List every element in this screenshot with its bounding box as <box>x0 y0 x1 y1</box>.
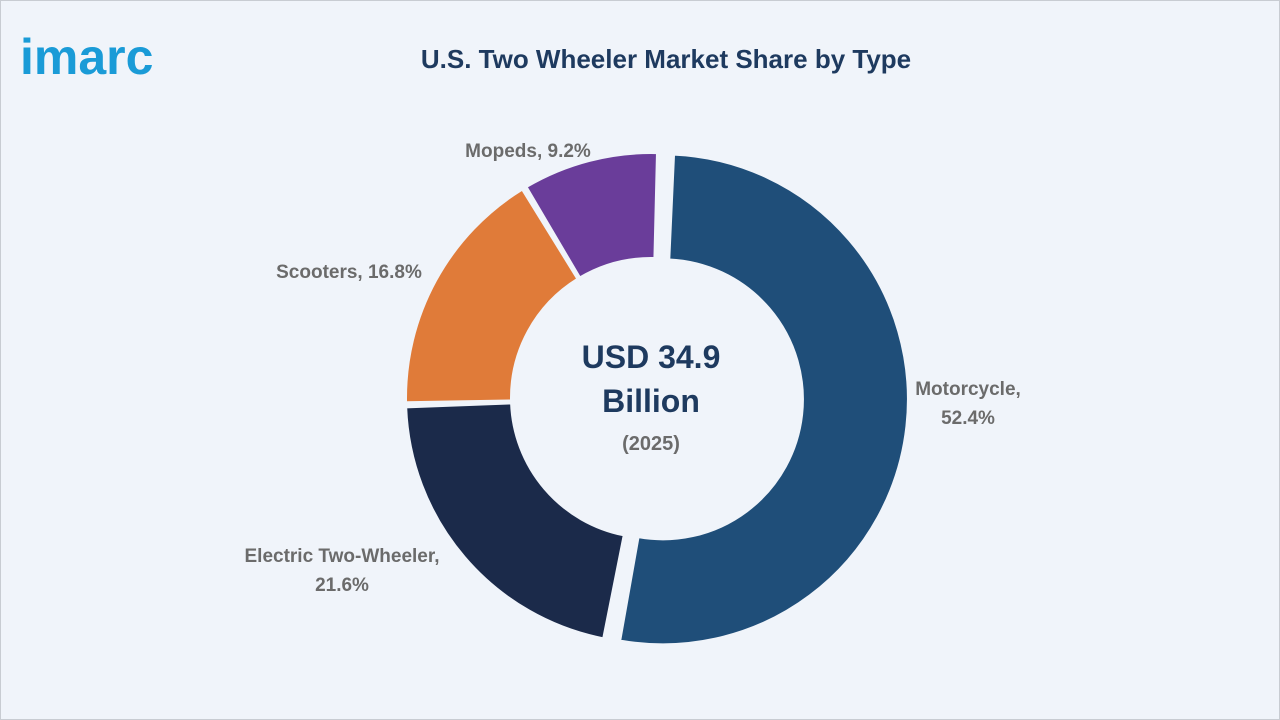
slice-mopeds <box>525 152 659 279</box>
slice-electric-two-wheeler <box>405 402 625 640</box>
imarc-logo: imarc <box>20 29 153 85</box>
label-electric-two-wheeler: Electric Two-Wheeler, 21.6% <box>245 546 440 596</box>
center-year: (2025) <box>622 433 680 455</box>
center-unit: Billion <box>602 383 700 419</box>
chart-title: U.S. Two Wheeler Market Share by Type <box>420 44 912 74</box>
slice-scooters <box>405 188 579 404</box>
logo-text: imarc <box>20 29 153 85</box>
slice-motorcycle <box>619 153 909 646</box>
label-motorcycle: Motorcycle, 52.4% <box>915 379 1021 429</box>
label-scooters: Scooters, 16.8% <box>276 262 422 283</box>
label-mopeds: Mopeds, 9.2% <box>465 141 591 162</box>
center-value: USD 34.9 <box>582 339 721 375</box>
